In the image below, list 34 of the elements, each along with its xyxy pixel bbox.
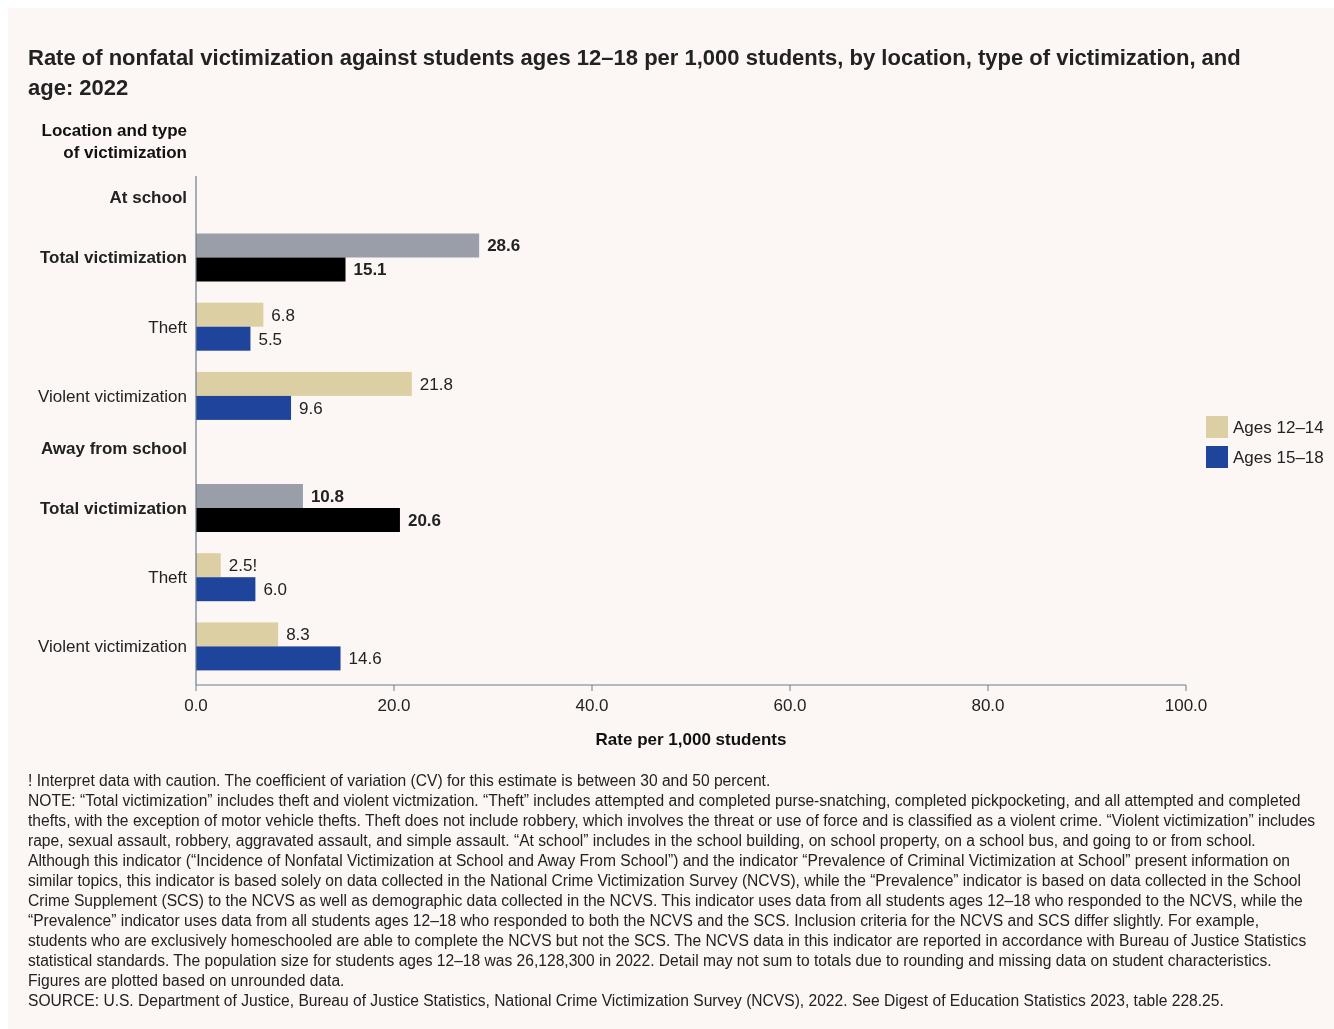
y-tick-label: Violent victimization	[38, 637, 187, 657]
y-tick-label: Total victimization	[39, 498, 187, 518]
data-label: 20.6	[407, 510, 442, 530]
x-tick-label: 20.0	[377, 696, 411, 715]
data-label: 9.6	[299, 398, 323, 418]
data-label: 8.3	[286, 625, 310, 645]
data-label: 10.8	[310, 486, 345, 506]
y-tick-label: Away from school	[40, 438, 187, 458]
data-label: 14.6	[348, 649, 382, 669]
data-label: 2.5!	[228, 556, 258, 576]
text: ! Interpret data with caution. The coefficient of variation (CV) for this estimate is between 30 and 50 percent.	[28, 772, 771, 789]
data-label: 5.5	[258, 329, 283, 349]
x-tick-label: 100.0	[1164, 696, 1208, 715]
x-axis-title: Rate per 1,000 students	[595, 730, 787, 749]
x-tick-label: 40.0	[575, 696, 609, 715]
source-note: SOURCE: U.S. Department of Justice, Bureau of Justice Statistics, National Crime Victimization Survey (NCVS), 2022. See Digest of Education Statistics 2023, table 228.25.	[28, 992, 1224, 1009]
data-label: 6.0	[263, 580, 288, 600]
legend-label: Ages 12–14	[1233, 417, 1324, 437]
data-label: 21.8	[419, 374, 453, 394]
x-tick-label: 60.0	[773, 696, 807, 715]
chart-title: Rate of nonfatal victimization against students ages 12–18 per 1,000 students, by location, type of victimization, and age: 2022	[28, 45, 1241, 100]
legend-label: Ages 15–18	[1233, 447, 1324, 467]
data-label: 15.1	[353, 260, 387, 280]
y-tick-label: Total victimization	[39, 248, 187, 268]
y-tick-label: Theft	[148, 317, 188, 337]
x-tick-label: 0.0	[184, 696, 208, 715]
data-label: 28.6	[487, 236, 521, 256]
data-label: 6.8	[271, 305, 295, 325]
y-tick-label: At school	[109, 188, 187, 208]
y-axis-title: Location and type of victimization	[41, 121, 187, 162]
x-tick-label: 80.0	[971, 696, 1005, 715]
y-tick-label: Theft	[148, 568, 188, 588]
y-tick-label: Violent victimization	[38, 386, 187, 406]
text: NOTE: “Total victimization” includes theft and violent victmization. “Theft” includes attempted and completed purse-snatching, completed pickpocketing, and all attempted and completed thefts, with the exception of motor vehicle thefts. Theft does not include robbery, which involves the threat or use of force and is classified as a violent crime. “Violent victimization” includes rape, sexual assault, robbery, aggravated assault, and simple assault. “At school” includes in the school building, on school property, on a school bus, and going to or from school. Although this indicator (“Incidence of Nonfatal Victimization at School and Away From School”) and the indicator “Prevalence of Criminal Victimization at School” present information on similar topics, this indicator is based solely on data collected in the National Crime Victimization Survey (NCVS), while the “Prevalence” indicator is based on data collected in the School Crime Supplement (SCS) to the NCVS as well as demographic data collected in the NCVS. This indicator uses data from all students ages 12–18 who responded to the NCVS, while the “Prevalence” indicator uses data from all students ages 12–18 who responded to both the NCVS and the SCS. Inclusion criteria for the NCVS and SCS differ slightly. For example, students who are exclusively homeschooled are able to complete the NCVS but not the SCS. The NCVS data in this indicator are reported in accordance with Bureau of Justice Statistics statistical standards. The population size for students ages 12–18 was 26,128,300 in 2022. Detail may not sum to totals due to rounding and missing data on student characteristics. Figures are plotted based on unrounded data.	[28, 792, 1316, 989]
